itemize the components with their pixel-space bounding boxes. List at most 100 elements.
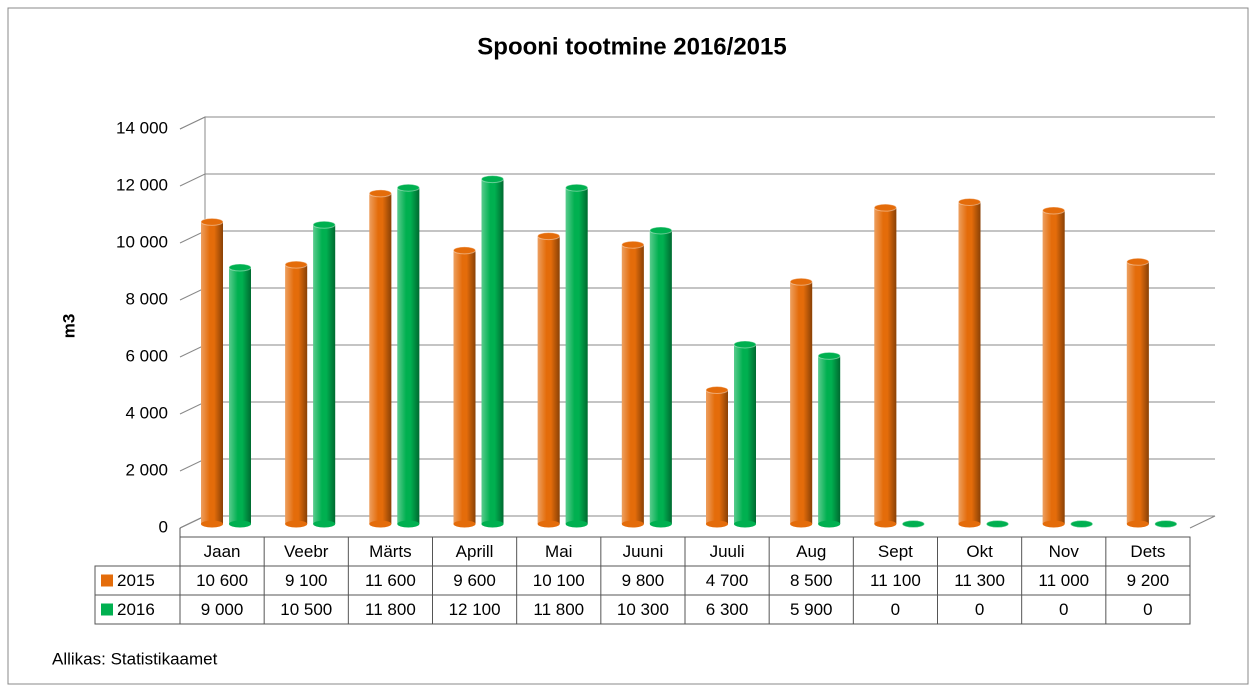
bar-base bbox=[790, 520, 813, 528]
bar-cap bbox=[1070, 520, 1094, 528]
data-label: 10 600 bbox=[196, 571, 248, 590]
chart-title: Spooni tootmine 2016/2015 bbox=[477, 33, 786, 60]
bar-base bbox=[201, 520, 223, 528]
bar-base bbox=[874, 520, 897, 528]
x-tick-label: Sept bbox=[878, 542, 913, 561]
y-axis-label: m3 bbox=[59, 314, 78, 339]
bar-base bbox=[621, 520, 644, 528]
bar-base bbox=[481, 520, 504, 528]
y-tick-label: 0 bbox=[159, 517, 168, 536]
bar-shade bbox=[397, 187, 420, 524]
data-label: 5 900 bbox=[790, 600, 833, 619]
bar-cap bbox=[312, 220, 336, 229]
bar-cap bbox=[396, 183, 420, 192]
grid-line bbox=[179, 116, 1215, 130]
bar-cap bbox=[537, 232, 561, 241]
y-tick-label: 12 000 bbox=[116, 175, 168, 194]
data-label: 12 100 bbox=[449, 600, 501, 619]
bar-shade bbox=[229, 267, 251, 524]
bar-cap bbox=[986, 520, 1009, 528]
y-tick-label: 8 000 bbox=[125, 289, 168, 308]
bar-shade bbox=[1042, 210, 1065, 524]
y-tick-label: 14 000 bbox=[116, 118, 168, 137]
bar-cap bbox=[789, 277, 813, 286]
bar-cap bbox=[453, 246, 476, 255]
x-tick-label: Aprill bbox=[456, 542, 494, 561]
bar-base bbox=[313, 520, 336, 528]
data-label: 0 bbox=[1059, 600, 1068, 619]
bar-cap bbox=[284, 260, 308, 269]
bar-base bbox=[958, 520, 981, 528]
bar-cap bbox=[901, 520, 925, 528]
data-label: 10 500 bbox=[280, 600, 332, 619]
data-label: 9 200 bbox=[1127, 571, 1170, 590]
data-label: 11 000 bbox=[1038, 571, 1089, 590]
x-tick-label: Nov bbox=[1049, 542, 1080, 561]
x-tick-label: Märts bbox=[369, 542, 412, 561]
bar-base bbox=[1126, 520, 1149, 528]
x-tick-label: Veebr bbox=[284, 542, 329, 561]
data-label: 11 300 bbox=[954, 571, 1005, 590]
y-tick-label: 6 000 bbox=[125, 346, 168, 365]
bar-base bbox=[229, 520, 251, 528]
data-label: 0 bbox=[891, 600, 900, 619]
bar-base bbox=[706, 520, 728, 528]
bar-cap bbox=[368, 189, 392, 198]
data-label: 10 100 bbox=[533, 571, 585, 590]
x-tick-label: Juuli bbox=[710, 542, 745, 561]
bar-cap bbox=[621, 240, 645, 249]
x-tick-label: Dets bbox=[1130, 542, 1165, 561]
grid-line bbox=[179, 173, 1215, 187]
data-label: 9 100 bbox=[285, 571, 328, 590]
bar-base bbox=[397, 520, 420, 528]
bar-cap bbox=[705, 386, 729, 395]
data-label: 9 000 bbox=[201, 600, 244, 619]
bar-cap bbox=[958, 197, 981, 206]
bar-shade bbox=[874, 207, 897, 524]
y-tick-label: 2 000 bbox=[125, 460, 168, 479]
x-tick-label: Okt bbox=[966, 542, 993, 561]
bar-shade bbox=[621, 244, 644, 524]
data-label: 9 600 bbox=[453, 571, 496, 590]
bar-shade bbox=[313, 224, 336, 524]
x-tick-label: Jaan bbox=[204, 542, 241, 561]
bar-shade bbox=[958, 201, 981, 524]
data-label: 9 800 bbox=[622, 571, 665, 590]
y-tick-label: 4 000 bbox=[125, 403, 168, 422]
data-label: 11 100 bbox=[870, 571, 921, 590]
bar-cap bbox=[200, 217, 224, 226]
x-tick-label: Mai bbox=[545, 542, 572, 561]
bar-shade bbox=[201, 221, 223, 524]
legend-swatch bbox=[101, 603, 113, 616]
bar-shade bbox=[285, 264, 308, 524]
y-tick-label: 10 000 bbox=[116, 232, 168, 251]
bar-shade bbox=[706, 390, 728, 524]
bar-cap bbox=[1154, 520, 1178, 528]
x-tick-label: Juuni bbox=[623, 542, 664, 561]
bar-shade bbox=[537, 236, 560, 524]
bar-base bbox=[453, 520, 476, 528]
data-label: 11 800 bbox=[533, 600, 584, 619]
bar-shade bbox=[818, 355, 841, 524]
data-label: 11 600 bbox=[365, 571, 416, 590]
bar-shade bbox=[734, 344, 756, 524]
bar-shade bbox=[481, 179, 504, 524]
bar-cap bbox=[817, 351, 841, 360]
bar-base bbox=[1042, 520, 1065, 528]
bar-base bbox=[285, 520, 308, 528]
x-tick-label: Aug bbox=[796, 542, 826, 561]
bar-shade bbox=[565, 187, 588, 524]
legend-label: 2016 bbox=[117, 600, 155, 619]
bar-cap bbox=[565, 183, 589, 192]
bar-cap bbox=[1042, 206, 1066, 215]
bar-base bbox=[734, 520, 756, 528]
bar-shade bbox=[790, 281, 813, 524]
bar-base bbox=[369, 520, 392, 528]
bar-base bbox=[818, 520, 841, 528]
data-label: 10 300 bbox=[617, 600, 669, 619]
data-label: 6 300 bbox=[706, 600, 749, 619]
legend-label: 2015 bbox=[117, 571, 155, 590]
bar-cap bbox=[481, 175, 504, 184]
